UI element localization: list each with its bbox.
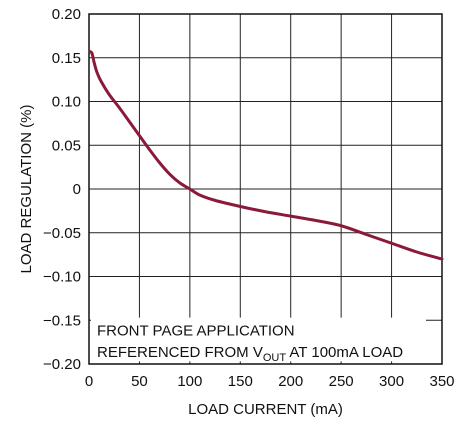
x-tick-label: 100	[177, 373, 202, 390]
y-tick-label: 0.10	[52, 94, 81, 111]
annotation-vout-subscript: OUT	[263, 352, 287, 364]
y-tick-label: 0.15	[52, 50, 81, 67]
y-tick-label: −0.20	[43, 356, 81, 373]
x-tick-label: 0	[85, 373, 93, 390]
y-tick-label: 0.05	[52, 137, 81, 154]
plot-frame	[88, 13, 443, 365]
x-tick-label: 250	[329, 373, 354, 390]
annotation-line-2: REFERENCED FROM VOUT AT 100mA LOAD	[97, 344, 403, 364]
y-tick-label: −0.10	[43, 269, 81, 286]
annotation-line-2-suffix: AT 100mA LOAD	[286, 344, 403, 361]
series-line	[88, 50, 444, 261]
x-tick-label: 300	[379, 373, 404, 390]
y-tick-label: 0	[73, 181, 81, 198]
annotation-box	[91, 317, 426, 362]
x-tick-label: 350	[429, 373, 454, 390]
y-axis-label: LOAD REGULATION (%)	[18, 105, 35, 274]
annotation-line-1: FRONT PAGE APPLICATION	[97, 322, 295, 339]
x-axis-ticks: 0 50 100 150 200 250 300 350	[85, 373, 455, 390]
annotation-line-2-prefix: REFERENCED FROM V	[97, 344, 263, 361]
x-tick-label: 150	[228, 373, 253, 390]
grid	[89, 14, 442, 364]
y-tick-label: 0.20	[52, 6, 81, 23]
y-axis-ticks: 0.20 0.15 0.10 0.05 0 −0.05 −0.10 −0.15 −0.20	[43, 6, 81, 373]
y-tick-label: −0.05	[43, 225, 81, 242]
x-axis-label: LOAD CURRENT (mA)	[188, 401, 343, 418]
y-tick-label: −0.15	[43, 312, 81, 329]
x-tick-label: 50	[131, 373, 148, 390]
x-tick-label: 200	[278, 373, 303, 390]
